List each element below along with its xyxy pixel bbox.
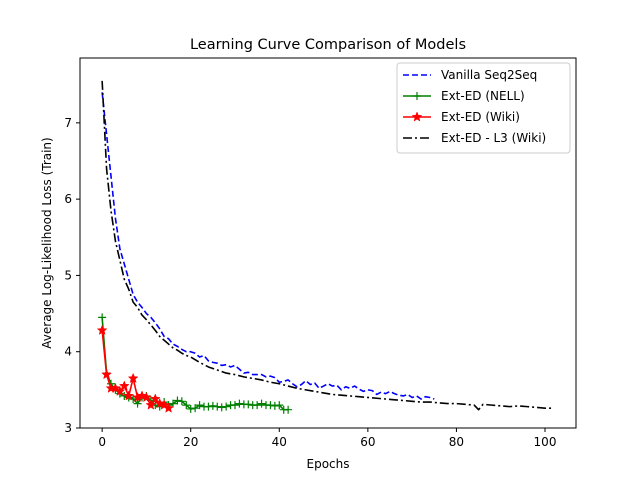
data-point-plus — [222, 402, 231, 411]
data-point-plus — [213, 402, 222, 411]
data-point-plus — [169, 399, 177, 408]
series-3 — [101, 80, 554, 411]
data-point-plus — [275, 401, 284, 410]
x-tick-label: 100 — [534, 435, 557, 449]
x-axis-title: Epochs — [307, 457, 350, 471]
legend-label: Ext-ED (NELL) — [441, 89, 525, 103]
data-point-star — [127, 372, 139, 384]
x-tick-label: 40 — [272, 435, 287, 449]
legend: Vanilla Seq2Seq Ext-ED (NELL) Ext-ED (Wiki… — [396, 62, 571, 154]
data-point-plus — [98, 313, 107, 322]
legend-entry: Ext-ED (Wiki) — [403, 110, 520, 124]
data-point-star — [149, 393, 161, 404]
data-point-plus — [270, 401, 279, 410]
legend-entry: Ext-ED (NELL) — [403, 89, 525, 103]
data-point-plus — [231, 401, 239, 410]
y-tick-label: 3 — [64, 421, 72, 435]
data-point-plus — [244, 400, 253, 409]
data-point-plus — [257, 399, 266, 408]
series-2 — [96, 324, 174, 413]
data-point-plus — [235, 399, 244, 408]
legend-label: Ext-ED (Wiki) — [441, 110, 520, 124]
legend-entry: Ext-ED - L3 (Wiki) — [403, 131, 546, 145]
data-point-plus — [173, 396, 182, 405]
data-point-plus — [253, 401, 262, 410]
data-point-plus — [195, 401, 204, 410]
data-point-star — [411, 111, 423, 122]
series-0 — [101, 92, 435, 400]
legend-label: Vanilla Seq2Seq — [441, 68, 537, 82]
data-point-star — [123, 390, 135, 401]
data-point-star — [101, 368, 112, 380]
data-point-plus — [284, 405, 293, 414]
legend-label: Ext-ED - L3 (Wiki) — [441, 131, 546, 145]
data-point-star — [118, 380, 130, 391]
series-line — [101, 80, 554, 411]
data-point-star — [96, 324, 108, 335]
x-tick-label: 60 — [360, 435, 375, 449]
data-point-plus — [191, 404, 200, 413]
data-point-star — [141, 391, 152, 403]
data-point-star — [158, 399, 170, 410]
y-tick-label: 7 — [64, 116, 72, 130]
axes-layer: 0 20 40 60 80 100 3 4 5 6 7 — [64, 116, 556, 449]
data-point-plus — [208, 401, 217, 410]
y-tick-label: 5 — [64, 268, 72, 282]
series-line — [101, 92, 435, 400]
data-point-plus — [266, 401, 275, 410]
x-tick-label: 80 — [449, 435, 464, 449]
plot-frame — [79, 57, 577, 429]
data-point-plus — [177, 397, 186, 406]
data-point-star — [110, 382, 121, 393]
x-tick-label: 20 — [183, 435, 198, 449]
data-point-star — [114, 385, 126, 396]
data-point-star — [145, 399, 157, 410]
series-layer — [96, 80, 554, 414]
legend-entry: Vanilla Seq2Seq — [403, 68, 537, 82]
data-point-plus — [133, 399, 142, 408]
chart-title: Learning Curve Comparison of Models — [190, 37, 466, 53]
y-tick-label: 4 — [64, 345, 72, 359]
data-point-plus — [182, 401, 191, 410]
y-axis-title: Average Log-Likelihood Loss (Train) — [40, 137, 54, 348]
y-tick-label: 6 — [64, 192, 72, 206]
data-point-star — [163, 402, 174, 413]
x-tick-label: 0 — [98, 435, 106, 449]
data-point-plus — [413, 92, 421, 100]
data-point-plus — [217, 403, 226, 412]
data-point-plus — [186, 404, 195, 413]
data-point-plus — [204, 402, 213, 411]
legend-box — [396, 62, 571, 154]
